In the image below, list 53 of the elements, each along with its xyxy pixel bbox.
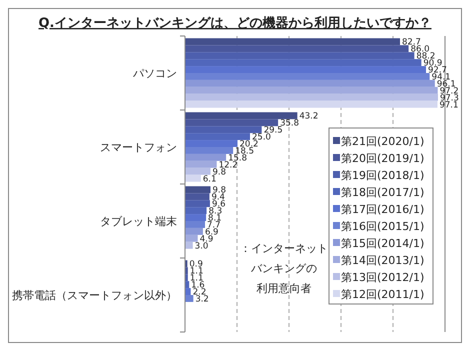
bar	[185, 38, 400, 46]
annotation: ：インターネット	[240, 242, 328, 255]
legend-label: 第12回(2011/1)	[341, 288, 424, 301]
bar	[185, 214, 206, 221]
bar	[185, 174, 201, 182]
bar	[185, 221, 206, 228]
bar	[185, 193, 210, 200]
bar	[185, 119, 278, 126]
chart-title: Q.インターネットバンキングは、どの機器から利用したいですか？	[38, 15, 432, 31]
bar	[185, 86, 438, 94]
legend-label: 第19回(2018/1)	[341, 169, 424, 182]
bar	[185, 200, 210, 208]
bar	[185, 94, 438, 101]
legend-label: 第20回(2019/1)	[341, 152, 424, 165]
annotation: 利用意向者	[256, 282, 312, 295]
bar	[185, 242, 193, 249]
bar	[185, 186, 210, 194]
data-label: 35.8	[280, 118, 300, 129]
data-label: 97.1	[439, 100, 458, 110]
y-tick-label: タブレット端末	[100, 215, 177, 228]
bar	[185, 45, 409, 52]
bar	[185, 228, 203, 235]
legend-label: 第21回(2020/1)	[341, 135, 424, 148]
bar	[185, 147, 234, 154]
legend-label: 第17回(2016/1)	[341, 203, 424, 216]
bar	[185, 168, 210, 175]
y-tick-label: スマートフォン	[100, 141, 177, 154]
bar	[185, 73, 430, 80]
legend-label: 第13回(2012/1)	[341, 271, 424, 284]
y-tick-label: 携帯電話（スマートフォン以外）	[12, 289, 177, 302]
bar	[185, 80, 435, 87]
data-label: 43.2	[299, 112, 318, 122]
bar	[185, 59, 422, 66]
annotation: バンキングの	[250, 262, 317, 275]
bar	[185, 295, 194, 302]
bar	[185, 140, 238, 147]
bar	[185, 154, 226, 161]
bar	[185, 126, 262, 134]
legend-label: 第18回(2017/1)	[341, 186, 424, 199]
data-label: 3.0	[194, 241, 208, 252]
bar	[185, 52, 414, 60]
data-label: 6.1	[202, 174, 216, 184]
bar	[185, 112, 298, 120]
bar	[185, 133, 250, 140]
bar	[185, 234, 198, 242]
bar	[185, 207, 207, 214]
legend-label: 第16回(2015/1)	[341, 220, 424, 233]
legend-label: 第14回(2013/1)	[341, 254, 424, 267]
y-tick-label: パソコン	[132, 67, 177, 80]
legend-label: 第15回(2014/1)	[341, 237, 424, 250]
bar	[185, 160, 217, 168]
bar	[185, 100, 438, 108]
bar	[185, 66, 426, 73]
